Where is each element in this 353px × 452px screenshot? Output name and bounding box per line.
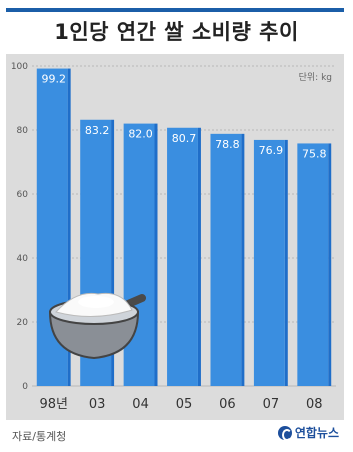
bar-shade: [241, 133, 245, 386]
bar: [123, 123, 155, 386]
y-tick-label: 0: [22, 382, 28, 392]
y-tick-label: 80: [17, 126, 29, 136]
bar: [297, 143, 329, 386]
bar-shade: [197, 127, 201, 386]
x-tick-label: 04: [132, 397, 149, 412]
bar-shade: [328, 143, 332, 386]
data-label: 99.2: [41, 73, 66, 86]
data-label: 78.8: [215, 138, 240, 151]
data-label: 75.8: [302, 147, 327, 160]
chart-area: 0 20 40 60 80 100 단위: kg 99.2 98년 83.2 03 82.0 04 80.…: [6, 54, 344, 420]
bar-shade: [67, 68, 71, 386]
chart-title: 1인당 연간 쌀 소비량 추이: [54, 20, 299, 44]
bar: [210, 133, 242, 386]
x-tick-label: 06: [219, 397, 236, 412]
y-tick-label: 20: [17, 318, 29, 328]
bar-chart: 0 20 40 60 80 100 단위: kg 99.2 98년 83.2 03 82.0 04 80.…: [11, 62, 336, 412]
x-tick-label: 08: [306, 397, 323, 412]
data-label: 82.0: [128, 128, 153, 141]
x-tick-label: 98년: [39, 397, 68, 412]
header-accent-line: [6, 8, 344, 12]
publisher-name: 연합뉴스: [294, 426, 339, 440]
bar-shade: [284, 139, 288, 386]
y-tick-label: 60: [17, 190, 29, 200]
data-label: 80.7: [172, 132, 197, 145]
source-note: 자료/통계청: [12, 430, 67, 443]
bar: [253, 139, 285, 386]
data-label: 76.9: [259, 144, 284, 157]
y-tick-label: 100: [11, 62, 28, 72]
x-tick-label: 07: [263, 397, 280, 412]
bar-shade: [111, 119, 115, 386]
publisher-logo: 연합뉴스: [277, 424, 339, 441]
x-tick-label: 05: [176, 397, 193, 412]
unit-label: 단위: kg: [299, 72, 332, 83]
data-label: 83.2: [85, 124, 110, 137]
y-tick-label: 40: [17, 254, 29, 264]
bar: [167, 127, 198, 386]
yonhap-logo-icon: [277, 425, 292, 441]
x-tick-label: 03: [89, 397, 106, 412]
rice-bowl-icon: [48, 292, 146, 360]
bar-shade: [154, 123, 158, 386]
